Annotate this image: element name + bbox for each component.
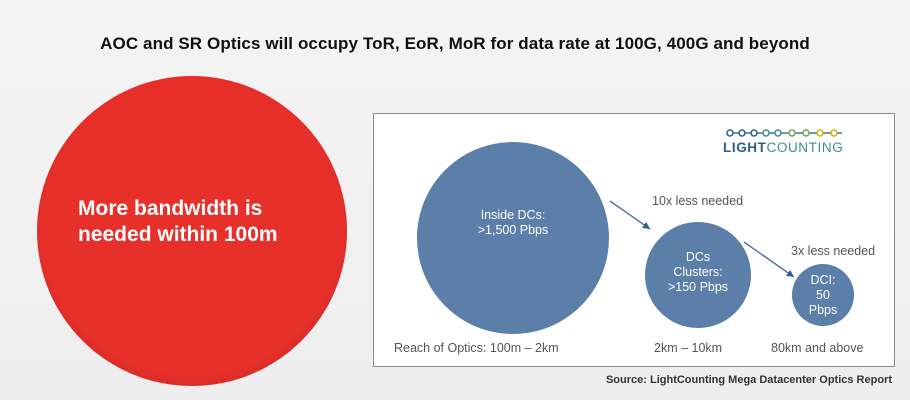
arrow-2 xyxy=(743,241,795,278)
note-10x-less: 10x less needed xyxy=(652,194,744,208)
bandwidth-circle xyxy=(37,76,347,386)
bubble-dci-label: DCI: 50 Pbps xyxy=(792,273,854,318)
logo-text-counting: COUNTING xyxy=(766,140,844,155)
note-3x-less: 3x less needed xyxy=(791,244,876,258)
bubble-dc-clusters-line-1: DCs xyxy=(685,250,711,264)
bubble-dc-clusters-line-3: >150 Pbps xyxy=(667,280,729,294)
bubble-dc-clusters-label: DCs Clusters: >150 Pbps xyxy=(645,250,751,295)
bandwidth-circle-text: More bandwidth is needed within 100m xyxy=(78,196,338,248)
lightcounting-logo: LIGHTCOUNTING xyxy=(723,140,843,155)
bubble-inside-dcs-line-1: Inside DCs: xyxy=(480,208,546,222)
slide-title: AOC and SR Optics will occupy ToR, EoR, … xyxy=(100,34,810,53)
bubble-inside-dcs-label: Inside DCs: >1,500 Pbps xyxy=(437,208,589,238)
optics-reach-panel: LIGHTCOUNTING Inside DCs: >1,500 Pbps DC… xyxy=(373,113,895,367)
reach-100m-2km: Reach of Optics: 100m – 2km xyxy=(394,341,559,355)
arrow-1 xyxy=(609,200,651,230)
reach-2km-10km: 2km – 10km xyxy=(654,341,723,355)
logo-text-light: LIGHT xyxy=(723,140,767,155)
bubble-dci-line-3: Pbps xyxy=(808,303,838,317)
logo-dots xyxy=(726,129,842,137)
panel-graphics xyxy=(609,129,842,278)
bandwidth-line-1: More bandwidth is xyxy=(78,197,263,220)
bandwidth-line-2: needed within 100m xyxy=(78,223,278,246)
bubble-dci-line-1: DCI: xyxy=(810,273,836,287)
bubble-dci xyxy=(792,264,854,326)
reach-80km-above: 80km and above xyxy=(771,341,864,355)
bubble-dc-clusters-line-2: Clusters: xyxy=(673,265,723,279)
bubble-inside-dcs xyxy=(417,142,609,334)
source-citation: Source: LightCounting Mega Datacenter Op… xyxy=(605,374,892,386)
bubble-dc-clusters xyxy=(645,222,751,328)
bubble-inside-dcs-line-2: >1,500 Pbps xyxy=(477,223,549,237)
bubble-dci-line-2: 50 xyxy=(816,288,830,302)
